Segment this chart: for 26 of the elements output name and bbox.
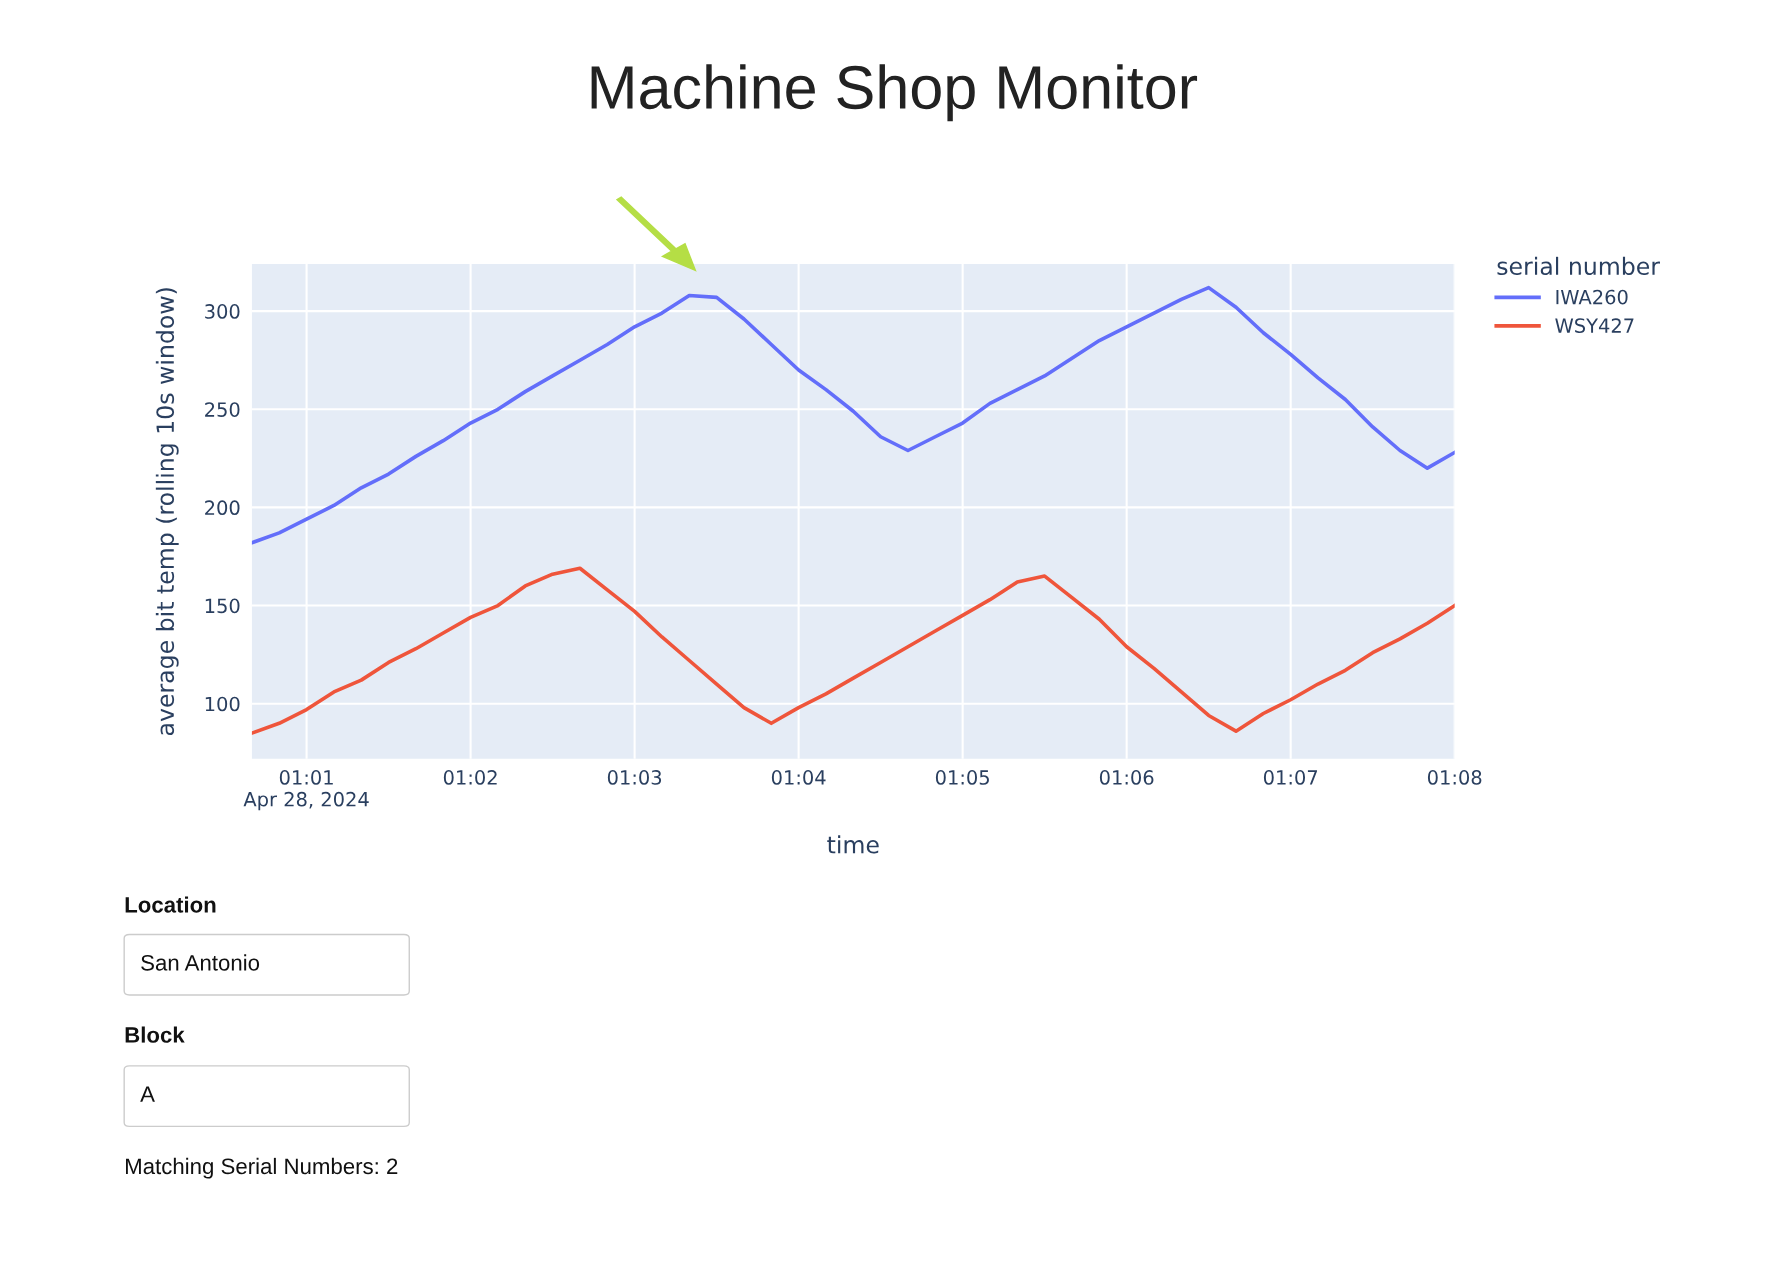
- legend-label: IWA260: [1556, 289, 1628, 305]
- text: Matching Serial Numbers: 2: [126, 1157, 398, 1179]
- text: Block: [125, 1026, 185, 1043]
- y-tick-label: 300: [205, 304, 240, 319]
- x-tick-label: 01:06: [1099, 770, 1154, 785]
- x-tick-label: 01:02: [443, 770, 497, 785]
- x-tick-label: 01:03: [607, 770, 662, 785]
- x-tick-label: 01:08: [1427, 770, 1482, 785]
- x-tick-label: 01:07: [1263, 770, 1318, 785]
- x-axis-title: time: [827, 835, 879, 854]
- line-series: [251, 566, 1455, 735]
- text: San Antonio: [141, 954, 260, 971]
- chart-title: Machine Shop Monitor: [591, 64, 1198, 122]
- x-tick-label: 01:01 Apr 28, 2024: [243, 770, 369, 811]
- y-tick-label: 100: [205, 696, 240, 712]
- x-tick-label: 01:05: [935, 770, 989, 785]
- y-tick-label: 200: [205, 500, 240, 516]
- text: A: [140, 1086, 155, 1102]
- y-axis-title: average bit temp (rolling 10s window): [155, 288, 179, 736]
- y-tick-label: 150: [205, 598, 240, 614]
- x-tick-label: 01:04: [771, 770, 826, 785]
- legend-title: serial number: [1497, 256, 1661, 276]
- line-series: [251, 285, 1455, 545]
- legend-label: WSY427: [1555, 318, 1634, 333]
- y-tick-label: 250: [205, 402, 240, 417]
- text: Location: [125, 896, 216, 913]
